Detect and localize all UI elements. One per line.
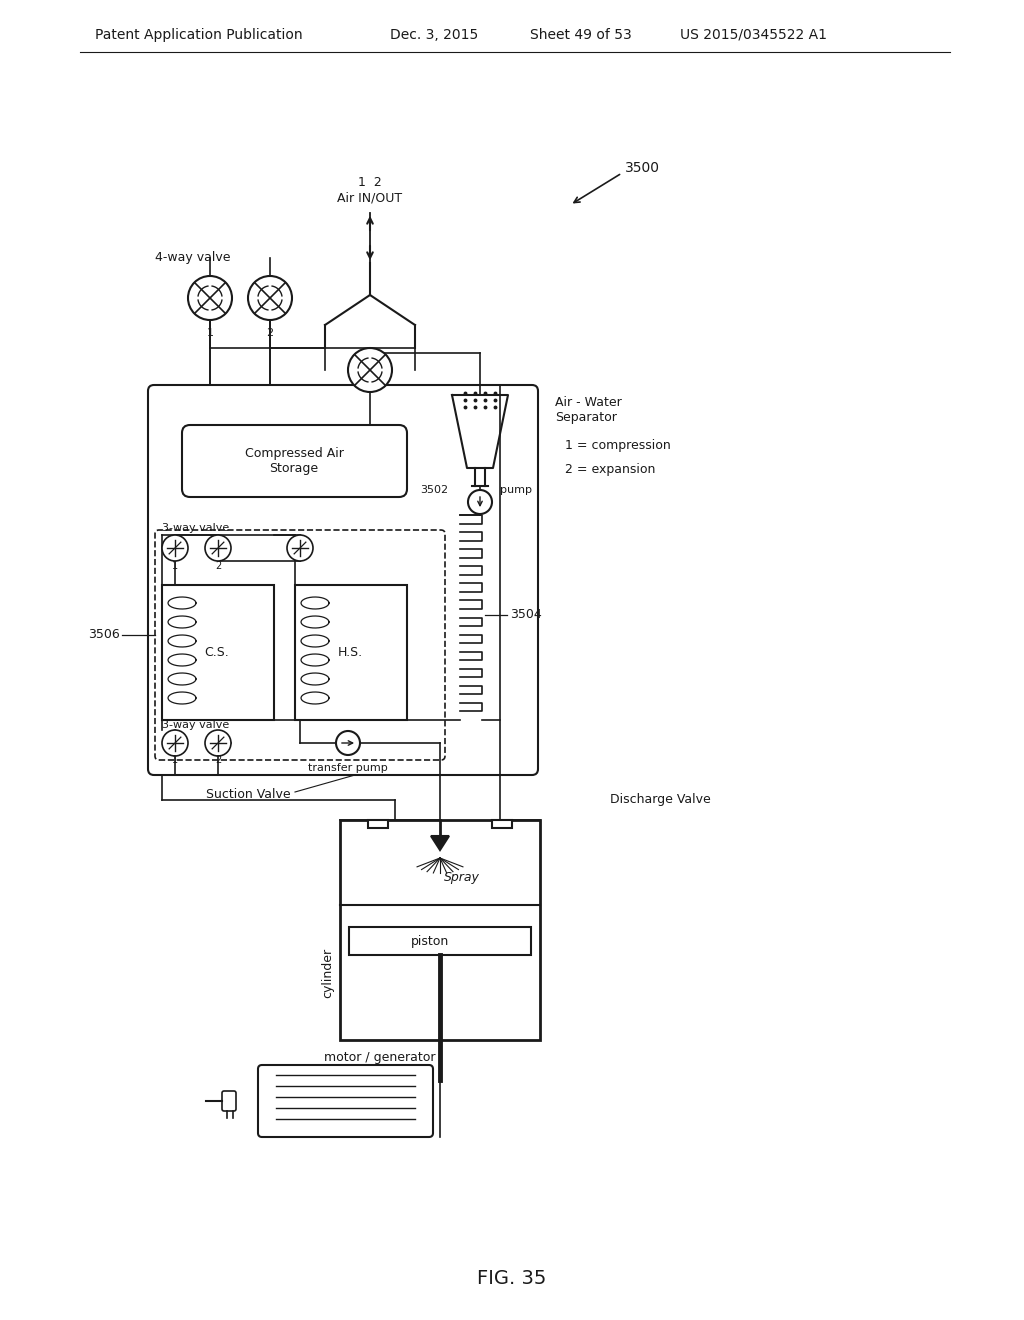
- Polygon shape: [452, 395, 508, 469]
- Text: 3-way valve: 3-way valve: [162, 523, 229, 533]
- Text: cylinder: cylinder: [322, 948, 335, 998]
- Text: 3504: 3504: [510, 609, 542, 622]
- Circle shape: [248, 276, 292, 319]
- Text: H.S.: H.S.: [338, 645, 362, 659]
- Circle shape: [205, 730, 231, 756]
- Text: C.S.: C.S.: [205, 645, 229, 659]
- Text: pump: pump: [500, 484, 532, 495]
- Polygon shape: [431, 836, 449, 850]
- Circle shape: [162, 535, 188, 561]
- Circle shape: [348, 348, 392, 392]
- Circle shape: [188, 276, 232, 319]
- Circle shape: [468, 490, 492, 513]
- FancyBboxPatch shape: [182, 425, 407, 498]
- Text: 3506: 3506: [88, 628, 120, 642]
- Bar: [295, 585, 407, 719]
- Text: Sheet 49 of 53: Sheet 49 of 53: [530, 28, 632, 42]
- Text: 2: 2: [215, 755, 221, 766]
- Text: 1: 1: [172, 755, 178, 766]
- Text: 3-way valve: 3-way valve: [162, 719, 229, 730]
- Text: FIG. 35: FIG. 35: [477, 1269, 547, 1287]
- Text: 1: 1: [207, 327, 213, 338]
- Bar: [368, 820, 388, 828]
- Text: Compressed Air
Storage: Compressed Air Storage: [245, 447, 343, 475]
- Bar: [162, 585, 274, 719]
- Text: 3502: 3502: [420, 484, 449, 495]
- Text: 2 = expansion: 2 = expansion: [565, 463, 655, 477]
- Text: Dec. 3, 2015: Dec. 3, 2015: [390, 28, 478, 42]
- Circle shape: [205, 535, 231, 561]
- Bar: [340, 820, 540, 1040]
- Text: Air IN/OUT: Air IN/OUT: [338, 191, 402, 205]
- Text: 4-way valve: 4-way valve: [155, 252, 230, 264]
- Text: Air - Water
Separator: Air - Water Separator: [555, 396, 622, 424]
- Circle shape: [287, 535, 313, 561]
- Text: 2: 2: [266, 327, 273, 338]
- Text: Patent Application Publication: Patent Application Publication: [95, 28, 303, 42]
- Text: 2: 2: [215, 561, 221, 572]
- Text: 1  2: 1 2: [358, 176, 382, 189]
- Circle shape: [336, 731, 360, 755]
- Text: 1 = compression: 1 = compression: [565, 438, 671, 451]
- Text: transfer pump: transfer pump: [308, 763, 388, 774]
- FancyBboxPatch shape: [258, 1065, 433, 1137]
- Text: piston: piston: [411, 935, 450, 948]
- Text: Discharge Valve: Discharge Valve: [610, 793, 711, 807]
- FancyBboxPatch shape: [148, 385, 538, 775]
- Bar: [349, 927, 531, 954]
- Text: Suction Valve: Suction Valve: [206, 788, 291, 801]
- Text: Spray: Spray: [444, 871, 480, 884]
- FancyBboxPatch shape: [222, 1092, 236, 1111]
- Circle shape: [162, 730, 188, 756]
- Text: US 2015/0345522 A1: US 2015/0345522 A1: [680, 28, 827, 42]
- Text: 1: 1: [172, 561, 178, 572]
- Text: motor / generator: motor / generator: [325, 1051, 436, 1064]
- Text: 3500: 3500: [625, 161, 660, 176]
- Bar: [492, 820, 512, 828]
